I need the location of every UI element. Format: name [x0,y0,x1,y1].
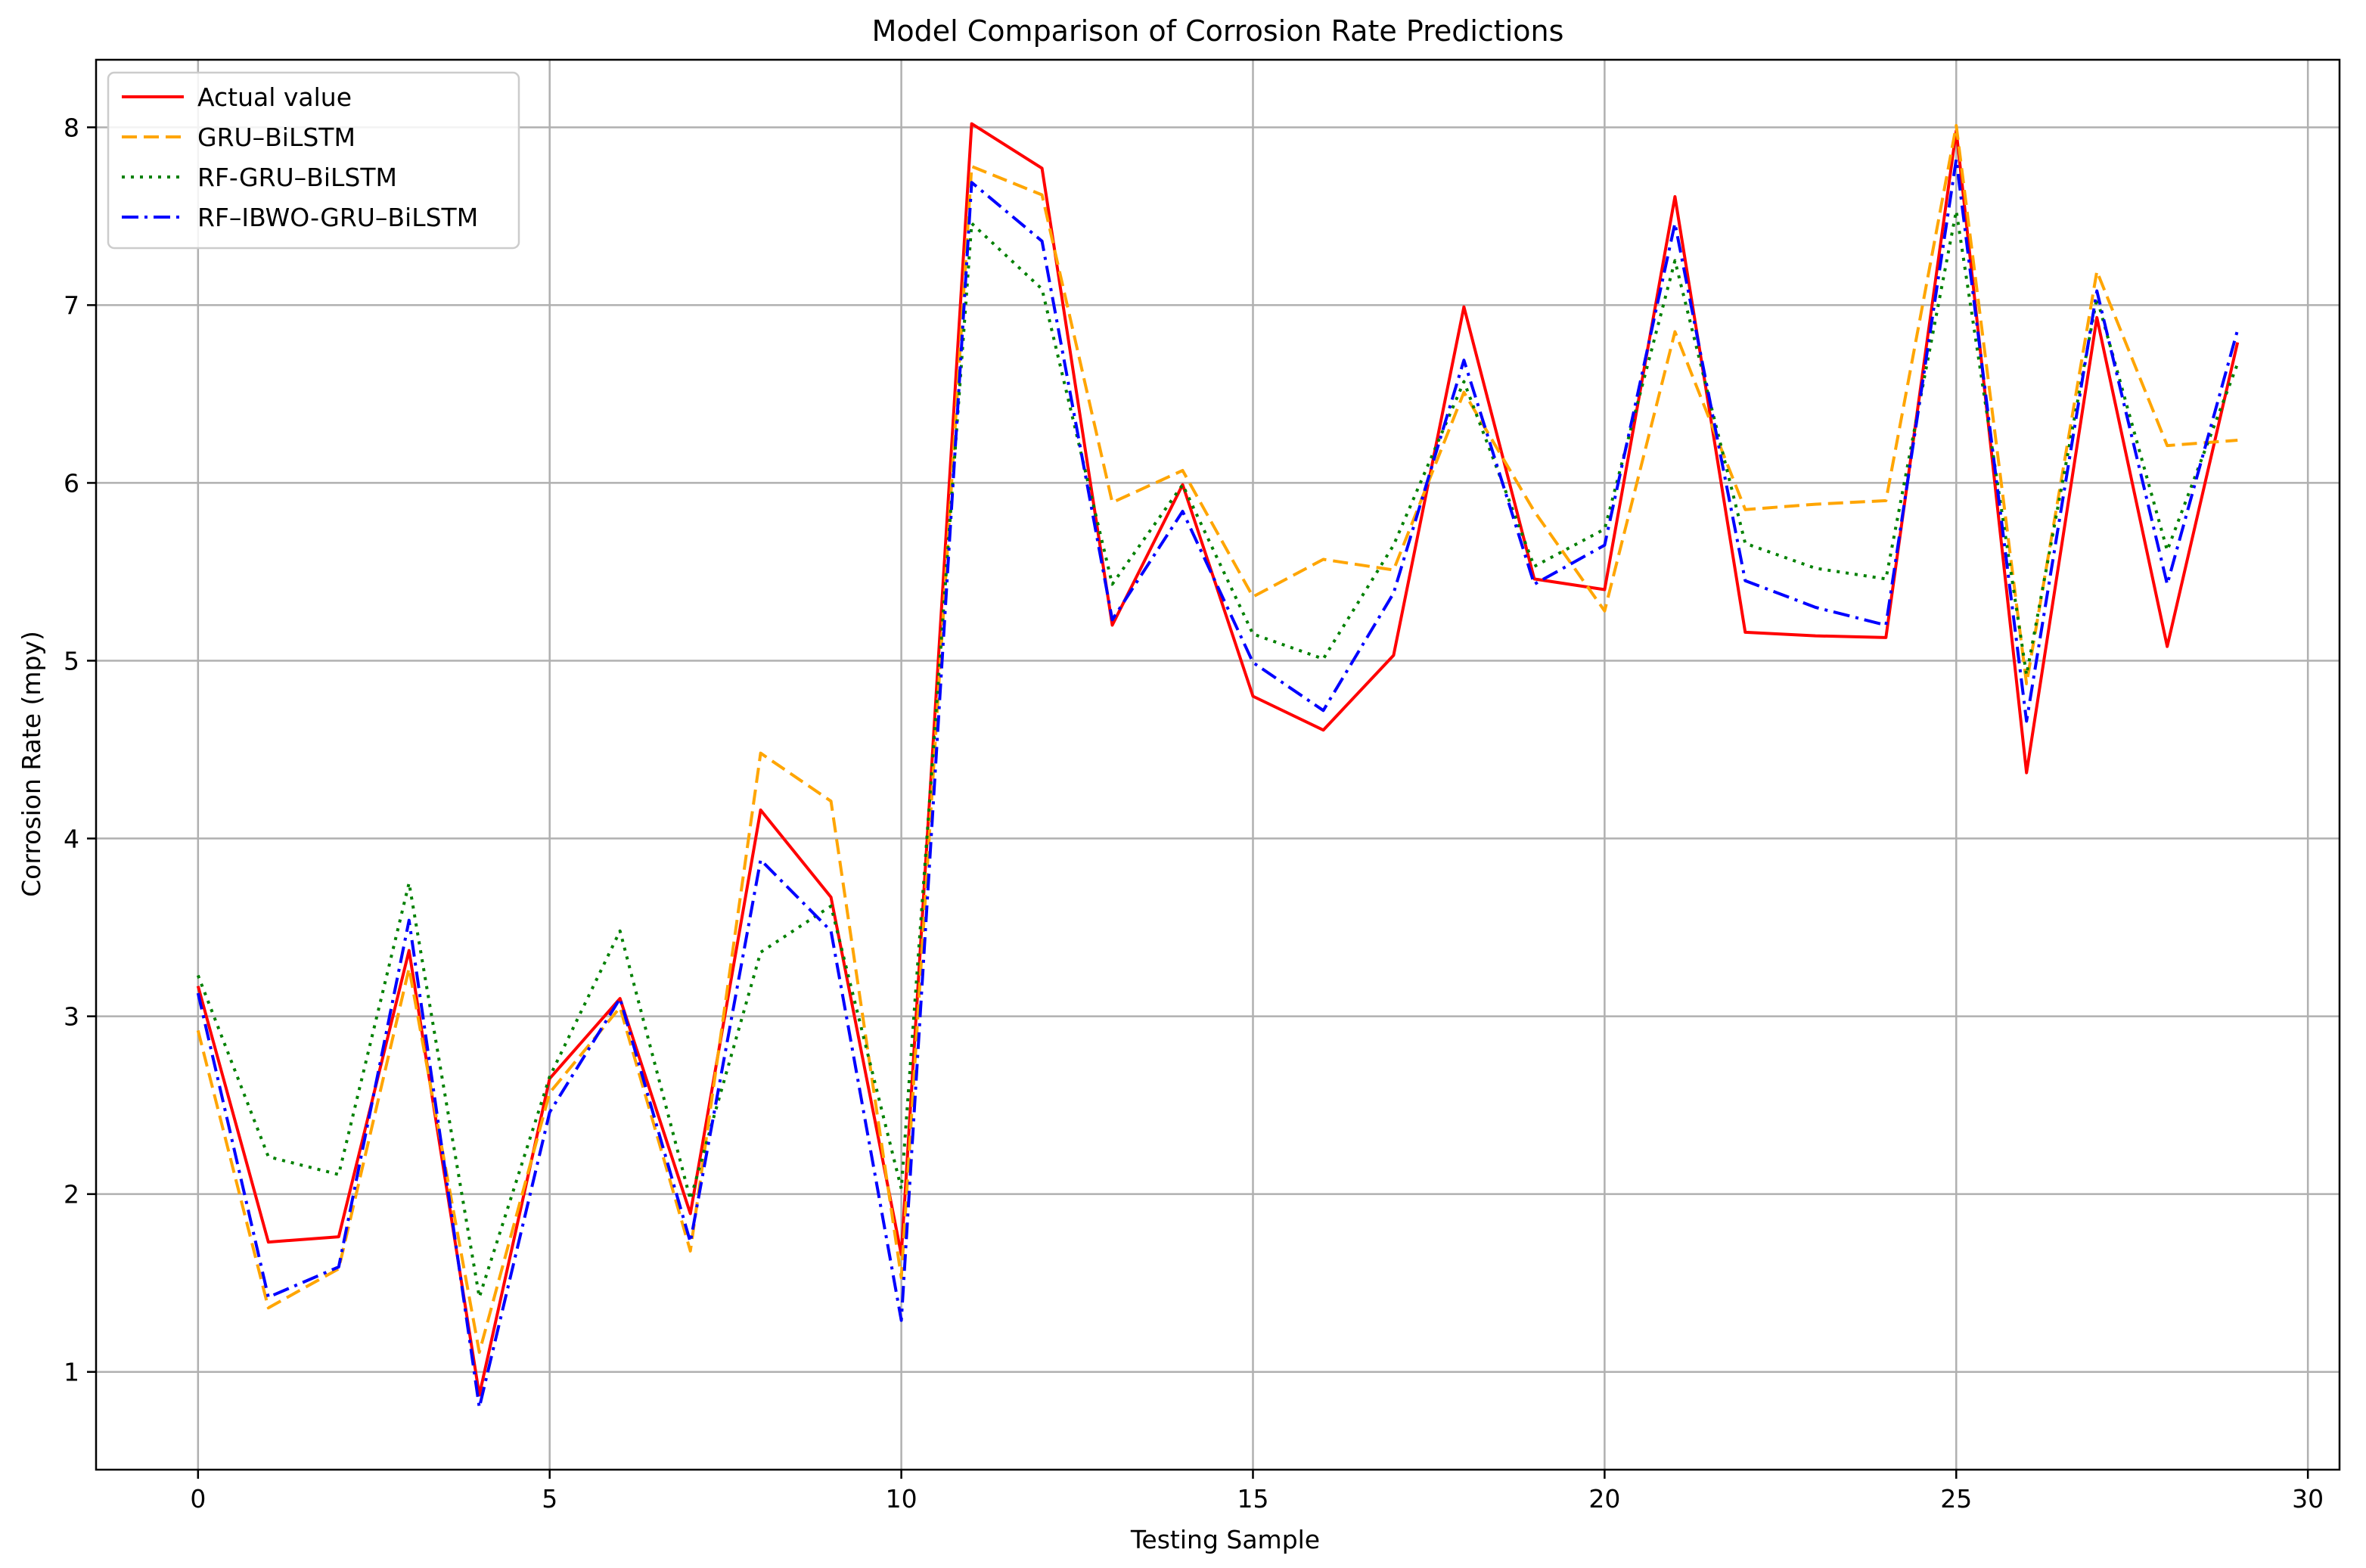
legend-box [107,71,520,250]
x-axis-label: Testing Sample [1130,1525,1320,1554]
grid [96,60,2340,1470]
y-axis-label: Corrosion Rate (mpy) [17,631,46,897]
series-line-3 [196,209,2240,1299]
x-axis-ticks: 0 5 10 15 20 25 30 [190,1470,2324,1514]
series-layer [196,122,2240,1409]
legend-label: Actual value [197,82,352,112]
x-tick-label: 5 [542,1484,557,1514]
x-tick-label: 0 [190,1484,206,1514]
series-line-4 [196,157,2240,1409]
y-axis-ticks: 1 2 3 4 5 6 7 8 [64,113,96,1387]
legend-label: RF–IBWO-GRU–BiLSTM [197,203,478,232]
y-tick-label: 1 [64,1358,79,1387]
x-tick-label: 25 [1940,1484,1972,1514]
x-tick-label: 10 [886,1484,918,1514]
legend: Actual value GRU–BiLSTM RF-GRU–BiLSTM RF–IB… [107,71,520,250]
x-tick-label: 15 [1237,1484,1268,1514]
y-tick-label: 4 [64,824,79,854]
x-tick-label: 20 [1588,1484,1620,1514]
y-tick-label: 2 [64,1180,79,1209]
chart-title: Model Comparison of Corrosion Rate Predi… [872,14,1564,48]
x-tick-label: 30 [2292,1484,2324,1514]
plot-frame [95,58,2341,1471]
y-tick-label: 6 [64,468,79,498]
legend-label: RF-GRU–BiLSTM [197,163,397,192]
legend-label: GRU–BiLSTM [197,123,356,152]
series-line-2 [196,124,2238,1354]
y-tick-label: 5 [64,646,79,675]
y-tick-label: 7 [64,290,79,320]
y-tick-label: 3 [64,1002,79,1032]
y-tick-label: 8 [64,113,79,142]
